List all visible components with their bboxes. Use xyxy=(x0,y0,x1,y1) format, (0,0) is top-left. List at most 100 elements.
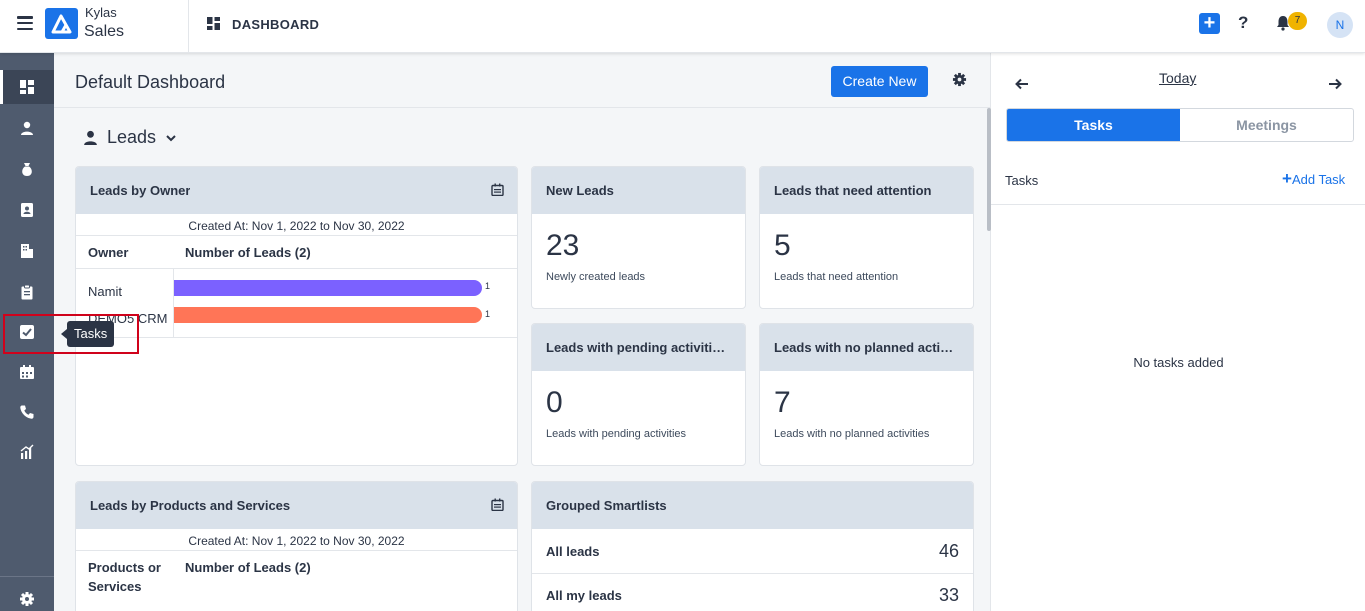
calendar-icon[interactable] xyxy=(491,498,504,511)
column-owner: Owner xyxy=(88,245,129,260)
sidebar-item-companies[interactable] xyxy=(0,234,54,268)
dashboard-main: Default Dashboard Create New Leads Leads… xyxy=(54,53,990,611)
sidebar-item-quotes[interactable] xyxy=(0,275,54,309)
arrow-left-icon[interactable] xyxy=(1015,77,1029,91)
sidebar-item-deals[interactable] xyxy=(0,152,54,186)
sidebar-item-tasks[interactable] xyxy=(0,315,54,349)
sidebar-divider xyxy=(0,576,54,577)
kpi-title: Leads with pending activiti… xyxy=(546,340,726,355)
top-bar: Kylas Sales DASHBOARD + ? 7 N xyxy=(0,0,1365,53)
smartlist-label: All leads xyxy=(546,544,600,559)
add-task-button[interactable]: +Add Task xyxy=(1282,169,1346,188)
plus-icon: + xyxy=(1282,169,1292,188)
smartlist-row[interactable]: All my leads 33 xyxy=(532,573,973,611)
bar-namit[interactable] xyxy=(174,280,482,296)
kpi-value: 5 xyxy=(774,229,791,262)
kylas-logo[interactable] xyxy=(45,8,78,39)
panel-tabs: Tasks Meetings xyxy=(1006,108,1354,142)
building-icon xyxy=(21,244,33,258)
contact-card-icon xyxy=(21,203,33,217)
card-title: Leads by Owner xyxy=(90,183,191,198)
notification-badge: 7 xyxy=(1288,12,1307,30)
arrow-right-icon[interactable] xyxy=(1328,77,1342,91)
main-scrollbar[interactable] xyxy=(987,108,991,231)
tab-meetings[interactable]: Meetings xyxy=(1236,117,1297,133)
sidebar-item-settings[interactable] xyxy=(0,582,54,611)
card-header: Grouped Smartlists xyxy=(532,482,973,529)
card-date-range: Created At: Nov 1, 2022 to Nov 30, 2022 xyxy=(188,534,405,548)
dashboard-header: Default Dashboard Create New xyxy=(54,53,990,108)
sidebar-item-dashboard[interactable] xyxy=(0,70,54,104)
add-task-label: Add Task xyxy=(1291,172,1346,187)
smartlist-count: 33 xyxy=(938,584,959,605)
avatar[interactable]: N xyxy=(1327,12,1353,38)
calendar-icon[interactable] xyxy=(491,183,504,196)
bar-demo5-crm[interactable] xyxy=(174,307,482,323)
help-icon[interactable]: ? xyxy=(1238,13,1249,32)
header-divider xyxy=(188,0,189,53)
dashboard-icon xyxy=(207,17,220,30)
kpi-title: Leads that need attention xyxy=(774,183,932,198)
kpi-card[interactable]: Leads with pending activiti… 0 Leads wit… xyxy=(531,323,746,466)
card-header: Leads by Owner xyxy=(76,167,517,214)
column-products: Products or xyxy=(88,560,161,575)
kpi-description: Leads with no planned activities xyxy=(774,428,930,440)
sidebar-item-calendar[interactable] xyxy=(0,355,54,389)
kpi-value: 7 xyxy=(774,386,791,419)
gear-icon xyxy=(20,592,34,606)
kpi-description: Leads that need attention xyxy=(774,271,899,283)
chevron-down-icon xyxy=(166,134,176,141)
create-new-button[interactable]: Create New xyxy=(831,66,928,97)
gear-icon[interactable] xyxy=(952,72,967,87)
user-icon xyxy=(84,130,97,145)
chart-icon xyxy=(20,444,34,459)
sidebar-item-calls[interactable] xyxy=(0,395,54,429)
smartlist-row[interactable]: All leads 46 xyxy=(532,530,973,573)
checkbox-icon xyxy=(20,325,34,339)
owner-table: Owner Number of Leads (2) Namit DEMO5 CR… xyxy=(76,235,517,338)
dashboard-icon xyxy=(20,80,34,94)
sidebar xyxy=(0,53,54,611)
phone-icon xyxy=(20,405,34,419)
money-bag-icon xyxy=(22,163,32,176)
user-icon xyxy=(21,121,33,135)
sidebar-item-leads[interactable] xyxy=(0,111,54,145)
clipboard-icon xyxy=(21,284,33,300)
kpi-card[interactable]: Leads that need attention 5 Leads that n… xyxy=(759,166,974,309)
tasks-panel: Today Tasks Meetings Tasks +Add Task No … xyxy=(990,53,1365,611)
kpi-title: Leads with no planned acti… xyxy=(774,340,954,355)
bell-icon[interactable] xyxy=(1274,14,1292,32)
kpi-card[interactable]: New Leads 23 Newly created leads xyxy=(531,166,746,309)
grouped-smartlists-card: Grouped Smartlists All leads 46 All my l… xyxy=(531,481,974,611)
column-count: Number of Leads (2) xyxy=(185,560,311,575)
sidebar-item-contacts[interactable] xyxy=(0,193,54,227)
column-count: Number of Leads (2) xyxy=(185,245,311,260)
divider xyxy=(991,204,1365,205)
entity-selector[interactable]: Leads xyxy=(82,127,178,148)
leads-by-products-card: Leads by Products and Services Created A… xyxy=(75,481,518,611)
page-title: Default Dashboard xyxy=(75,72,226,92)
card-header: Leads that need attention xyxy=(760,167,973,214)
brand-name: Kylas xyxy=(85,5,117,20)
card-header: Leads with pending activiti… xyxy=(532,324,745,371)
quick-add-button[interactable]: + xyxy=(1199,13,1220,34)
smartlist-count: 46 xyxy=(938,541,959,561)
kpi-card[interactable]: Leads with no planned acti… 7 Leads with… xyxy=(759,323,974,466)
leads-by-owner-card: Leads by Owner Created At: Nov 1, 2022 t… xyxy=(75,166,518,466)
card-header: New Leads xyxy=(532,167,745,214)
sidebar-item-reports[interactable] xyxy=(0,435,54,469)
empty-state: No tasks added xyxy=(1133,355,1224,370)
kpi-description: Newly created leads xyxy=(546,271,646,283)
card-header: Leads by Products and Services xyxy=(76,482,517,529)
highlight-box xyxy=(3,314,139,354)
card-header: Leads with no planned acti… xyxy=(760,324,973,371)
date-label[interactable]: Today xyxy=(1159,70,1197,86)
smartlist-label: All my leads xyxy=(546,587,622,603)
table-header: Products or Services Number of Leads (2) xyxy=(76,551,517,611)
tab-tasks[interactable]: Tasks xyxy=(1007,109,1180,141)
bar-value-label: 1 xyxy=(485,281,491,291)
column-products-line2: Services xyxy=(88,579,142,594)
card-title: Grouped Smartlists xyxy=(546,498,667,513)
sidebar-tooltip: Tasks xyxy=(60,321,115,347)
menu-icon[interactable] xyxy=(17,16,33,30)
